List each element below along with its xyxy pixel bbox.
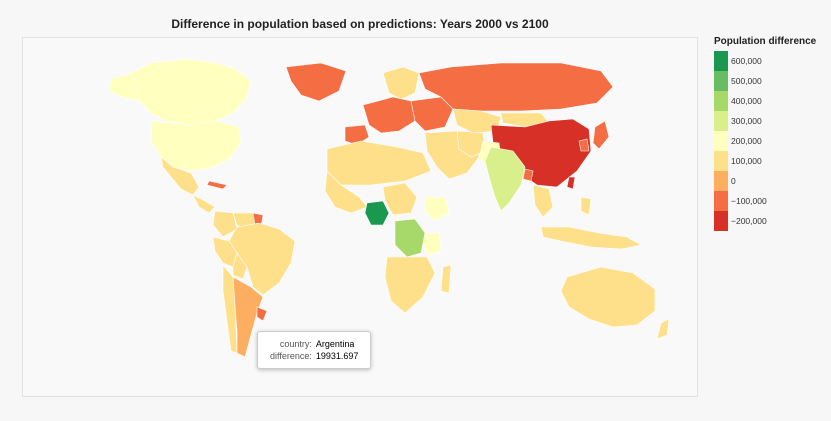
country-indonesia[interactable]: [540, 226, 642, 250]
country-australia[interactable]: [560, 266, 656, 328]
world-map[interactable]: [23, 38, 699, 398]
country-alaska[interactable]: [108, 72, 140, 102]
country-canada[interactable]: [130, 58, 252, 126]
legend-swatch: [714, 51, 728, 71]
chart-title: Difference in population based on predic…: [171, 17, 549, 31]
country-bangladesh[interactable]: [522, 168, 534, 182]
legend-swatch: [714, 71, 728, 91]
country-southeast-asia[interactable]: [532, 184, 554, 218]
tooltip-difference-value: 19931.697: [315, 351, 359, 361]
country-uruguay[interactable]: [256, 306, 268, 322]
country-europe-west[interactable]: [362, 96, 416, 134]
legend-tick-label: 400,000: [731, 96, 762, 106]
country-japan[interactable]: [592, 120, 610, 150]
legend-tick-label: 600,000: [731, 56, 762, 66]
country-spain[interactable]: [344, 124, 370, 146]
tooltip-difference-key: difference:: [270, 351, 312, 361]
country-argentina[interactable]: [232, 276, 264, 358]
tooltip-row-country: country: Argentina: [268, 338, 360, 350]
legend-tick-label: 300,000: [731, 116, 762, 126]
country-colombia[interactable]: [212, 210, 238, 238]
legend-swatch: [714, 211, 728, 231]
country-southern-africa[interactable]: [384, 256, 436, 314]
country-chile[interactable]: [222, 264, 238, 354]
country-nigeria[interactable]: [364, 200, 390, 226]
legend-color-ramp: [714, 51, 728, 231]
country-greenland[interactable]: [285, 62, 347, 102]
country-russia[interactable]: [418, 62, 614, 112]
country-central-america[interactable]: [192, 194, 216, 214]
country-united-states[interactable]: [150, 120, 242, 172]
country-india[interactable]: [484, 146, 526, 212]
country-iran[interactable]: [456, 130, 486, 158]
legend-tick-label: 0: [731, 176, 736, 186]
legend-title: Population difference: [714, 36, 817, 47]
legend-tick-label: 100,000: [731, 156, 762, 166]
country-philippines[interactable]: [580, 196, 592, 216]
legend-tick-label: 500,000: [731, 76, 762, 86]
legend-swatch: [714, 131, 728, 151]
country-taiwan[interactable]: [566, 176, 576, 190]
country-korea[interactable]: [578, 138, 590, 152]
country-ethiopia[interactable]: [424, 196, 450, 222]
country-tanzania[interactable]: [422, 232, 442, 256]
tooltip-country-key: country:: [279, 339, 312, 349]
country-madagascar[interactable]: [440, 264, 452, 294]
country-central-africa[interactable]: [382, 182, 418, 216]
map-tooltip: country: Argentina difference: 19931.697: [257, 331, 372, 369]
country-democratic-republic-of-the-congo[interactable]: [394, 218, 426, 258]
legend-swatch: [714, 151, 728, 171]
country-scandinavia[interactable]: [382, 66, 420, 100]
legend-swatch: [714, 91, 728, 111]
legend-tick-label: −100,000: [731, 196, 767, 206]
country-west-africa[interactable]: [324, 170, 368, 214]
legend-tick-label: −200,000: [731, 216, 767, 226]
country-cuba[interactable]: [206, 180, 228, 190]
legend-swatch: [714, 171, 728, 191]
legend-swatch: [714, 111, 728, 131]
legend-tick-label: 200,000: [731, 136, 762, 146]
country-bolivia[interactable]: [232, 252, 248, 280]
country-new-zealand[interactable]: [656, 318, 670, 340]
tooltip-row-difference: difference: 19931.697: [268, 350, 360, 362]
country-north-africa[interactable]: [326, 140, 432, 186]
legend-swatch: [714, 191, 728, 211]
tooltip-country-value: Argentina: [315, 339, 355, 349]
